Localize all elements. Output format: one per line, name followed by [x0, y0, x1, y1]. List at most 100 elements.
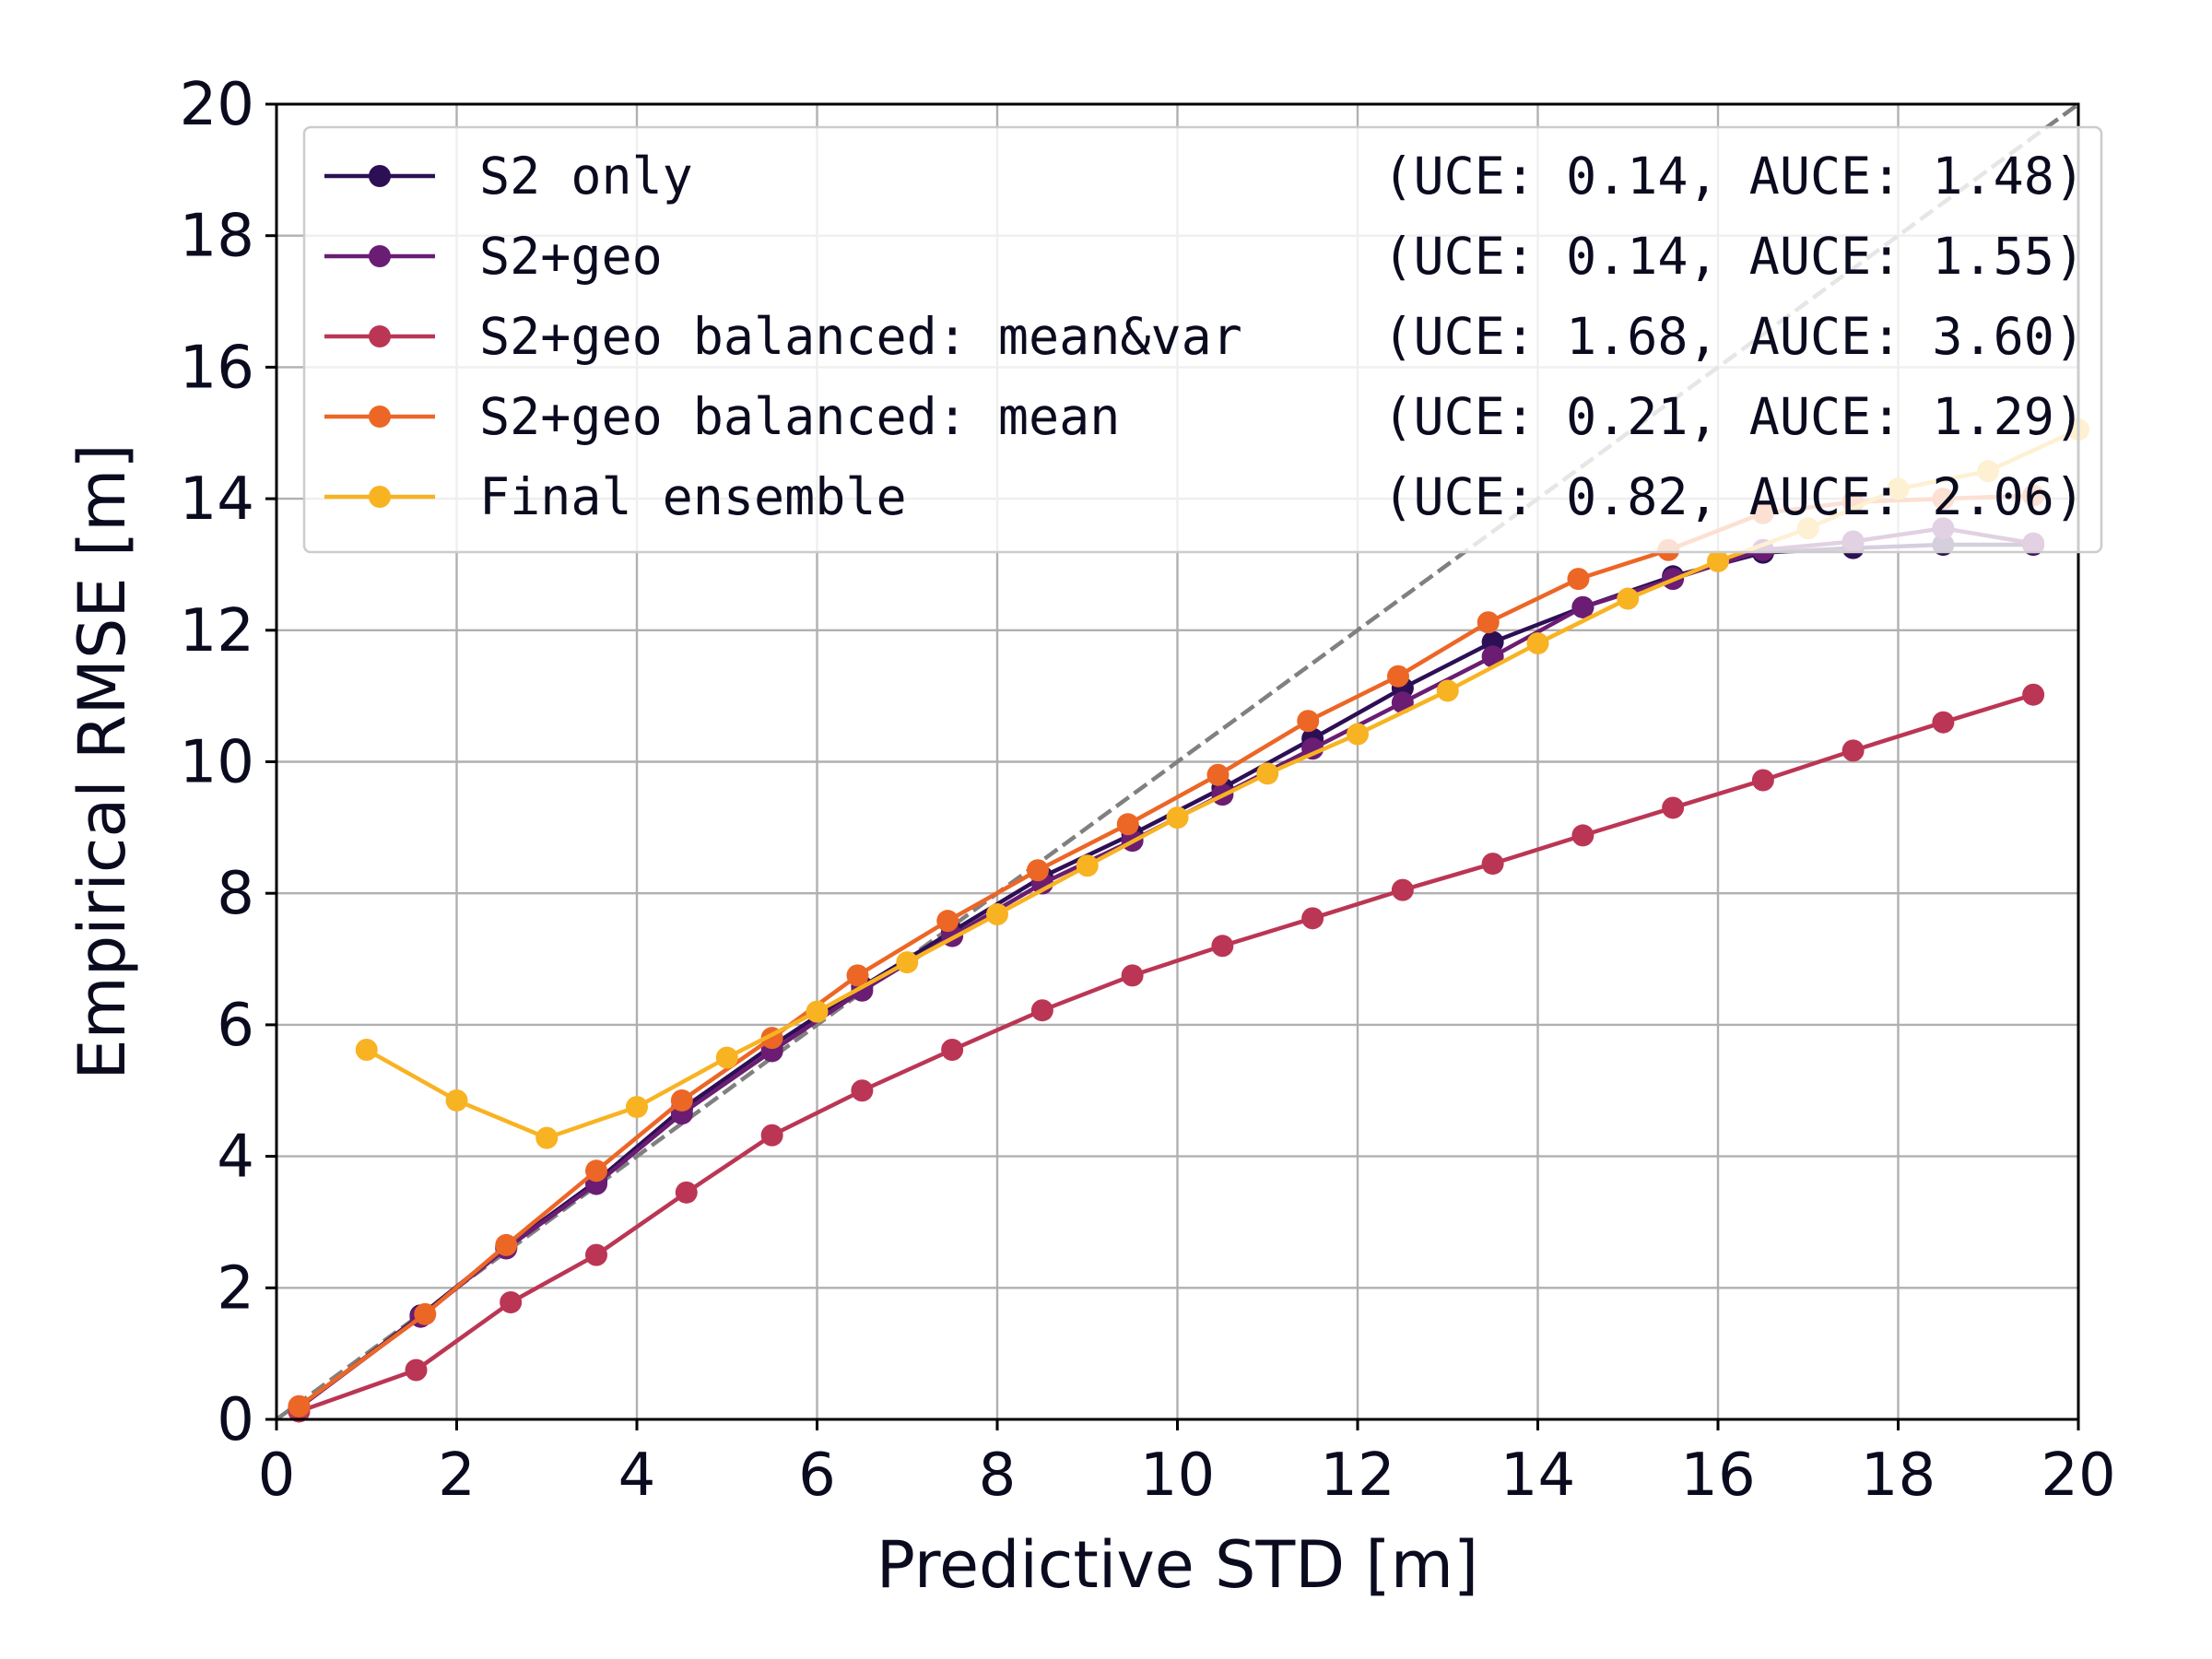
- data-point: [1751, 769, 1774, 792]
- data-point: [1206, 763, 1230, 786]
- data-point: [355, 1039, 378, 1062]
- legend-metrics: (UCE: 0.14, AUCE: 1.48): [1382, 147, 2085, 206]
- x-tick-label: 0: [258, 1441, 296, 1510]
- data-point: [1567, 568, 1590, 591]
- data-point: [670, 1088, 693, 1112]
- x-tick-label: 12: [1320, 1441, 1394, 1510]
- data-point: [1211, 935, 1234, 958]
- data-point: [445, 1088, 468, 1112]
- legend-marker: [369, 165, 391, 187]
- data-point: [1526, 632, 1549, 655]
- legend-item-1: S2+geo (UCE: 0.14, AUCE: 1.55): [324, 227, 2085, 286]
- legend-metrics: (UCE: 0.82, AUCE: 2.06): [1382, 467, 2085, 526]
- x-tick-label: 14: [1500, 1441, 1575, 1510]
- legend-metrics: (UCE: 1.68, AUCE: 3.60): [1382, 307, 2085, 366]
- y-axis-label: Empirical RMSE [m]: [65, 443, 140, 1079]
- x-axis-label: Predictive STD [m]: [877, 1527, 1478, 1603]
- data-point: [1436, 679, 1459, 702]
- data-point: [1256, 762, 1279, 785]
- data-point: [500, 1290, 523, 1313]
- legend-box: [302, 125, 2103, 554]
- legend-marker: [369, 325, 391, 347]
- y-tick-label: 4: [217, 1124, 254, 1192]
- x-tick-label: 6: [798, 1441, 836, 1510]
- data-point: [1386, 665, 1409, 688]
- data-point: [1026, 859, 1049, 882]
- x-tick-label: 16: [1680, 1441, 1755, 1510]
- legend-item-4: Final ensemble (UCE: 0.82, AUCE: 2.06): [324, 467, 2085, 526]
- axis-ticks: 0 2 4 6 8 10 12 14 16 18 20 0 2 4 6 8 10 12 14 16 18 20: [180, 71, 2116, 1510]
- legend-metrics: (UCE: 0.14, AUCE: 1.55): [1382, 227, 2085, 286]
- series-layer: [288, 418, 2089, 1423]
- data-point: [1707, 549, 1729, 572]
- data-point: [585, 1159, 608, 1182]
- data-point: [760, 1124, 783, 1147]
- y-tick-label: 2: [217, 1254, 254, 1323]
- data-point: [1477, 611, 1500, 634]
- data-point: [288, 1394, 311, 1418]
- data-point: [1391, 878, 1414, 901]
- data-point: [1481, 853, 1504, 876]
- data-point: [715, 1046, 738, 1069]
- data-point: [1116, 813, 1139, 836]
- data-point: [896, 951, 919, 974]
- legend-label: S2+geo: [479, 227, 663, 286]
- legend-label: Final ensemble: [479, 467, 907, 526]
- legend-metrics: (UCE: 0.21, AUCE: 1.29): [1382, 387, 2085, 446]
- data-point: [1571, 595, 1594, 618]
- y-tick-label: 6: [217, 992, 254, 1060]
- data-point: [1662, 796, 1685, 819]
- data-point: [2022, 683, 2045, 706]
- legend-item-2: S2+geo balanced: mean&var (UCE: 1.68, AUC…: [324, 307, 2085, 366]
- data-point: [1121, 964, 1144, 987]
- series-line: [298, 692, 2034, 1414]
- data-point: [851, 1079, 874, 1102]
- x-tick-label: 20: [2041, 1441, 2115, 1510]
- data-point: [846, 964, 869, 987]
- data-point: [585, 1243, 608, 1266]
- x-tick-label: 8: [979, 1441, 1017, 1510]
- legend-marker: [369, 406, 391, 428]
- data-point: [1571, 824, 1594, 847]
- x-tick-label: 10: [1140, 1441, 1215, 1510]
- data-point: [1617, 587, 1640, 610]
- legend: S2 only (UCE: 0.14, AUCE: 1.48) S2+geo (UCE…: [302, 125, 2103, 554]
- data-point: [1301, 907, 1324, 930]
- legend-label: S2+geo balanced: mean&var: [479, 307, 1242, 366]
- x-tick-label: 18: [1861, 1441, 1936, 1510]
- y-tick-label: 8: [217, 860, 254, 928]
- legend-marker: [369, 245, 391, 267]
- legend-item-0: S2 only (UCE: 0.14, AUCE: 1.48): [324, 147, 2085, 206]
- data-point: [626, 1096, 648, 1119]
- series-2: [288, 683, 2045, 1423]
- data-point: [1347, 723, 1369, 746]
- y-tick-label: 14: [180, 465, 254, 534]
- data-point: [936, 910, 959, 933]
- data-point: [495, 1233, 518, 1256]
- data-point: [405, 1359, 428, 1382]
- legend-marker: [369, 486, 391, 508]
- data-point: [535, 1126, 559, 1149]
- y-tick-label: 10: [180, 729, 254, 797]
- data-point: [941, 1039, 964, 1062]
- data-point: [675, 1181, 698, 1204]
- data-point: [1166, 806, 1189, 830]
- data-point: [1297, 710, 1320, 733]
- legend-label: S2+geo balanced: mean: [479, 387, 1120, 446]
- data-point: [986, 903, 1008, 926]
- data-point: [806, 1000, 829, 1023]
- x-tick-label: 4: [618, 1441, 656, 1510]
- legend-label: S2 only: [479, 147, 693, 206]
- data-point: [1030, 999, 1053, 1022]
- y-tick-label: 0: [217, 1386, 254, 1454]
- y-tick-label: 18: [180, 203, 254, 271]
- data-point: [1076, 854, 1099, 877]
- data-point: [414, 1302, 437, 1325]
- y-tick-label: 12: [180, 597, 254, 665]
- legend-item-3: S2+geo balanced: mean (UCE: 0.21, AUCE: 1…: [324, 387, 2085, 446]
- x-tick-label: 2: [438, 1441, 476, 1510]
- data-point: [1932, 711, 1955, 734]
- y-tick-label: 16: [180, 334, 254, 402]
- data-point: [1841, 739, 1865, 762]
